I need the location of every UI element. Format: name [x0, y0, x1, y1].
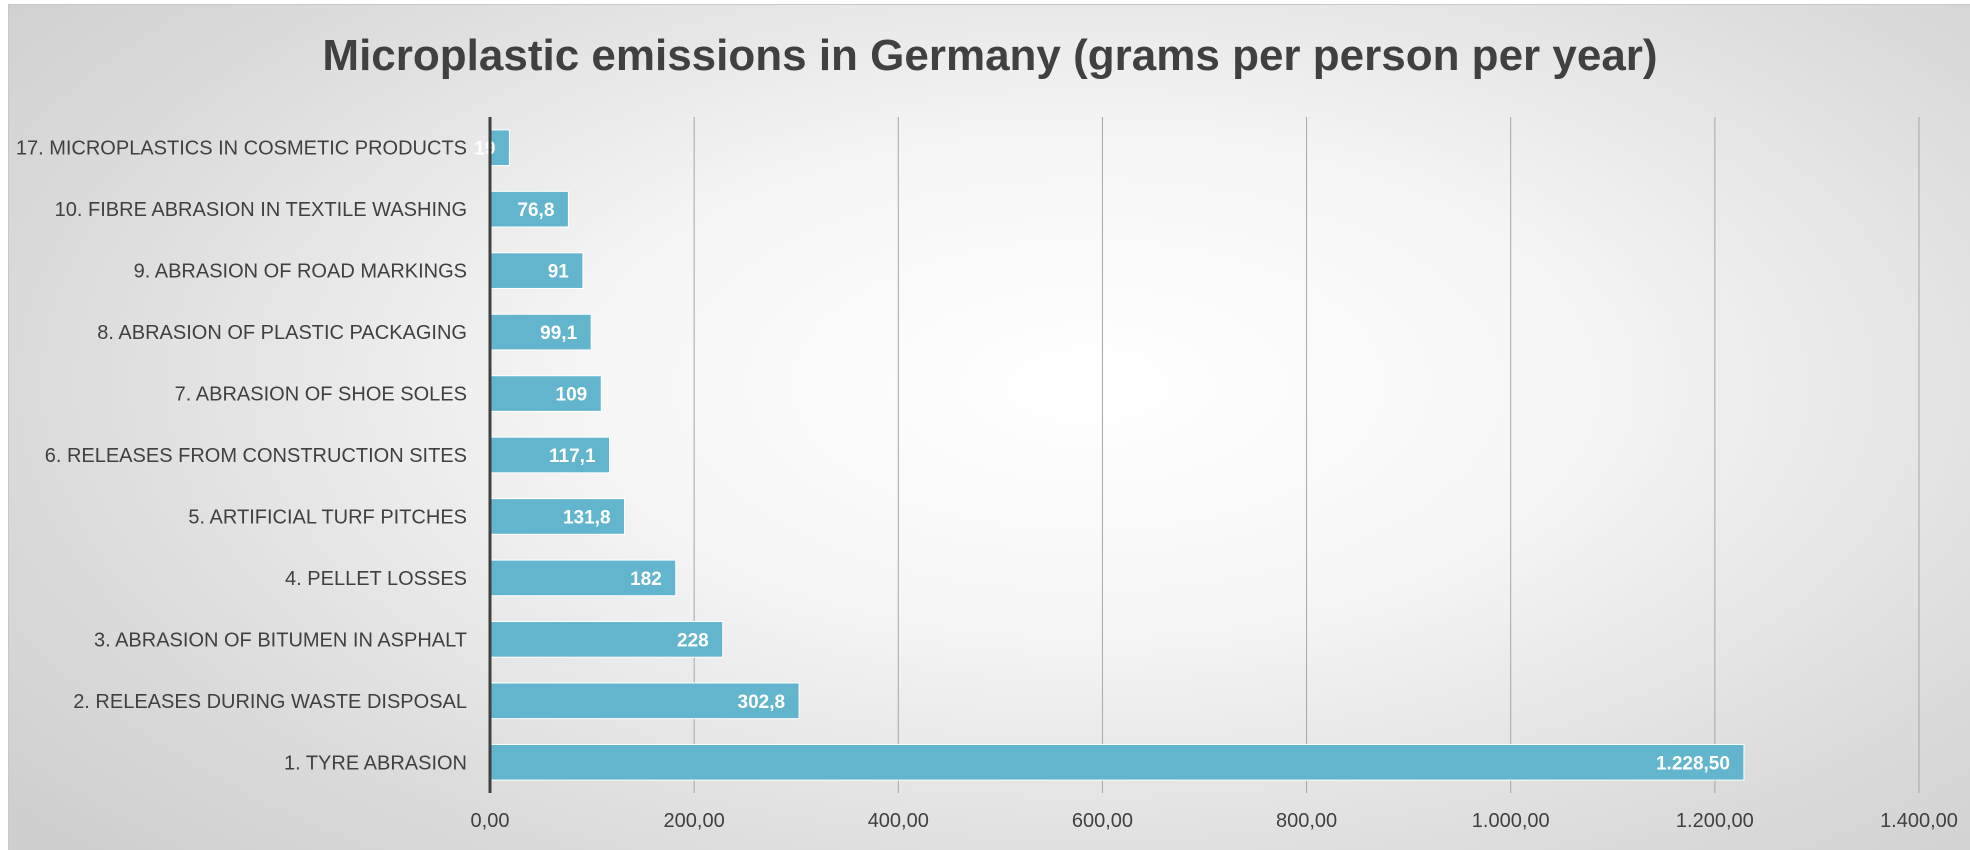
data-label: 228 — [677, 630, 709, 651]
category-label: 10. FIBRE ABRASION IN TEXTILE WASHING — [55, 199, 467, 221]
x-tick-label: 400,00 — [868, 810, 929, 832]
data-label: 76,8 — [517, 200, 554, 221]
data-label: 182 — [630, 569, 662, 590]
x-tick-label: 800,00 — [1276, 810, 1337, 832]
x-tick-label: 1.400,00 — [1880, 810, 1958, 832]
bar-chart: 1.228,50 302,8 228 182 131,8 117,1 109 99,1 91 76… — [16, 117, 1958, 832]
category-label: 17. MICROPLASTICS IN COSMETIC PRODUCTS — [16, 138, 467, 160]
category-label: 2. RELEASES DURING WASTE DISPOSAL — [73, 691, 467, 713]
category-label: 3. ABRASION OF BITUMEN IN ASPHALT — [94, 629, 467, 651]
gridlines — [693, 117, 1920, 793]
bar — [489, 252, 584, 289]
bar — [489, 743, 1745, 781]
category-label: 1. TYRE ABRASION — [284, 752, 467, 774]
data-label: 1.228,50 — [1656, 753, 1730, 774]
bar — [489, 682, 800, 720]
x-tick-label: 1.200,00 — [1676, 810, 1754, 832]
x-tick-label: 600,00 — [1072, 810, 1133, 832]
bars: 1.228,50 302,8 228 182 131,8 117,1 109 99,1 91 76… — [474, 129, 1745, 781]
data-label: 109 — [556, 385, 588, 406]
data-label: 117,1 — [549, 446, 596, 467]
bar — [489, 313, 592, 351]
category-labels: 1. TYRE ABRASION 2. RELEASES DURING WASTE… — [16, 138, 467, 775]
category-label: 9. ABRASION OF ROAD MARKINGS — [134, 261, 467, 283]
category-label: 5. ARTIFICIAL TURF PITCHES — [188, 506, 467, 528]
x-tick-label: 200,00 — [664, 810, 725, 832]
category-label: 4. PELLET LOSSES — [285, 568, 467, 590]
category-label: 8. ABRASION OF PLASTIC PACKAGING — [97, 322, 467, 344]
x-tick-labels: 0,00 200,00 400,00 600,00 800,00 1.000,00 1.20… — [471, 810, 1958, 832]
data-label: 91 — [548, 262, 570, 283]
chart-title: Microplastic emissions in Germany (grams… — [322, 31, 1658, 80]
x-tick-label: 1.000,00 — [1472, 810, 1550, 832]
data-label: 131,8 — [563, 507, 611, 528]
bar — [489, 190, 569, 228]
category-label: 7. ABRASION OF SHOE SOLES — [175, 384, 467, 406]
data-label: 302,8 — [738, 692, 786, 713]
chart-frame: Microplastic emissions in Germany (grams… — [8, 4, 1970, 850]
data-label: 99,1 — [540, 323, 577, 344]
category-label: 6. RELEASES FROM CONSTRUCTION SITES — [45, 445, 467, 467]
x-tick-label: 0,00 — [471, 810, 510, 832]
data-label: 19 — [474, 139, 495, 160]
